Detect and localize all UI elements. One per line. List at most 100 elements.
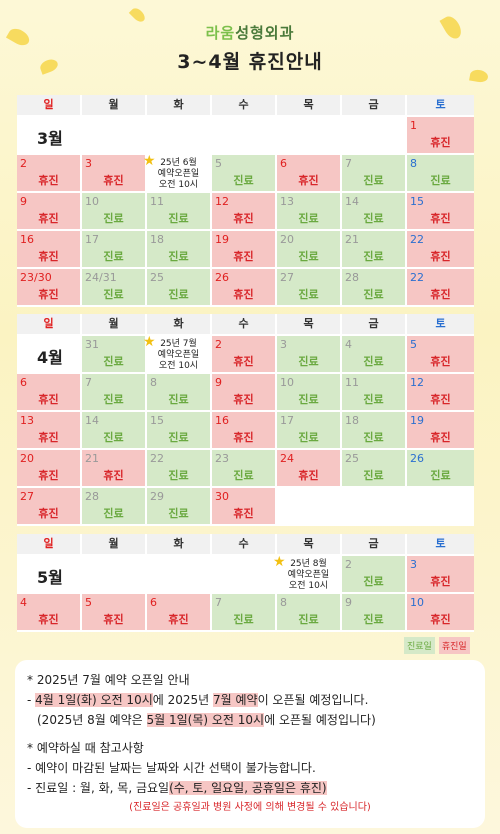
day-number: 11 xyxy=(345,376,359,389)
off-label: 휴진 xyxy=(233,507,254,520)
calendar-day: 29 진료 xyxy=(147,488,212,526)
work-label: 진료 xyxy=(363,212,384,225)
work-label: 진료 xyxy=(233,174,254,187)
day-number: 10 xyxy=(410,596,424,609)
work-label: 진료 xyxy=(298,613,319,626)
calendar-day: 19 휴진 xyxy=(407,412,474,450)
off-label: 휴진 xyxy=(38,431,59,444)
info-line: * 예약하실 때 참고사항 xyxy=(27,741,144,755)
info-line: * 2025년 7월 예약 오픈일 안내 xyxy=(27,673,190,687)
day-number: 31 xyxy=(85,338,99,351)
work-label: 진료 xyxy=(363,288,384,301)
empty-day xyxy=(277,488,342,526)
day-number: 14 xyxy=(345,195,359,208)
calendar-day: 14 진료 xyxy=(82,412,147,450)
work-label: 진료 xyxy=(363,613,384,626)
calendar-day: 2 진료 xyxy=(342,556,407,594)
calendar-day: 31 진료 xyxy=(82,336,147,374)
legend: 진료일 휴진일 xyxy=(404,637,470,654)
day-number: 20 xyxy=(280,233,294,246)
day-number: 28 xyxy=(345,271,359,284)
calendar-month: 일 월 화 수 목 금 토 3월 1 휴진 2 휴진 3 휴진 ★ 25년 6월 예약오픈일 오전 10시 5 진료 6… xyxy=(17,95,484,307)
weekday-header: 금 xyxy=(342,534,407,556)
day-number: 24/31 xyxy=(85,271,117,284)
off-label: 휴진 xyxy=(298,469,319,482)
day-number: 25 xyxy=(150,271,164,284)
calendar-day: 9 휴진 xyxy=(212,374,277,412)
calendar-day: 11 진료 xyxy=(147,193,212,231)
work-label: 진료 xyxy=(103,212,124,225)
day-number: 26 xyxy=(215,271,229,284)
calendar-month: 일 월 화 수 목 금 토 5월 ★ 25년 8월 예약오픈일 오전 10시 2 진료 3 휴진 4 휴진 5 휴진 6… xyxy=(17,534,484,632)
calendar-day: 3 휴진 xyxy=(82,155,147,193)
day-number: 22 xyxy=(410,233,424,246)
off-label: 휴진 xyxy=(430,250,451,263)
day-number: 19 xyxy=(215,233,229,246)
off-label: 휴진 xyxy=(38,250,59,263)
reservation-open-cell: ★ 25년 7월 예약오픈일 오전 10시 xyxy=(143,334,212,374)
off-label: 휴진 xyxy=(38,507,59,520)
weekday-header: 화 xyxy=(147,534,212,556)
day-number: 21 xyxy=(85,452,99,465)
work-label: 진료 xyxy=(168,507,189,520)
calendar-day: 14 진료 xyxy=(342,193,407,231)
off-label: 휴진 xyxy=(430,288,451,301)
day-number: 13 xyxy=(20,414,34,427)
calendar-day: 5 휴진 xyxy=(82,594,147,632)
calendar-day: 17 진료 xyxy=(82,231,147,269)
day-number: 7 xyxy=(85,376,92,389)
empty-day xyxy=(147,117,212,155)
calendar-day: 5 진료 xyxy=(212,155,277,193)
calendar-day: 6 휴진 xyxy=(147,594,212,632)
work-label: 진료 xyxy=(298,393,319,406)
work-label: 진료 xyxy=(363,174,384,187)
reservation-open-cell: ★ 25년 8월 예약오픈일 오전 10시 xyxy=(273,554,342,594)
work-label: 진료 xyxy=(298,355,319,368)
calendar-day: 18 진료 xyxy=(147,231,212,269)
month-label-cell: 3월 xyxy=(17,117,82,155)
star-icon: ★ xyxy=(143,334,156,350)
off-label: 휴진 xyxy=(233,431,254,444)
empty-day xyxy=(342,117,407,155)
day-number: 6 xyxy=(280,157,287,170)
calendar-day: 6 휴진 xyxy=(277,155,342,193)
day-number: 28 xyxy=(85,490,99,503)
calendar-day: 3 휴진 xyxy=(407,556,474,594)
off-label: 휴진 xyxy=(38,174,59,187)
month-label: 4월 xyxy=(37,348,63,367)
work-label: 진료 xyxy=(103,250,124,263)
day-number: 23 xyxy=(215,452,229,465)
off-label: 휴진 xyxy=(103,174,124,187)
weekday-header: 토 xyxy=(407,314,474,336)
day-number: 30 xyxy=(215,490,229,503)
empty-day xyxy=(82,117,147,155)
weekday-header: 월 xyxy=(82,534,147,556)
calendar-day: 1 휴진 xyxy=(407,117,474,155)
weekday-header: 토 xyxy=(407,534,474,556)
day-number: 4 xyxy=(345,338,352,351)
day-number: 13 xyxy=(280,195,294,208)
calendar-month: 일 월 화 수 목 금 토 4월 31 진료 ★ 25년 7월 예약오픈일 오전 10시 2 휴진 3 진료 4 진료… xyxy=(17,314,484,526)
day-number: 8 xyxy=(280,596,287,609)
calendar-day: 28 진료 xyxy=(82,488,147,526)
calendar-day: 15 진료 xyxy=(147,412,212,450)
reservation-open-cell: ★ 25년 6월 예약오픈일 오전 10시 xyxy=(143,153,212,193)
work-label: 진료 xyxy=(430,469,451,482)
work-label: 진료 xyxy=(168,431,189,444)
work-label: 진료 xyxy=(363,431,384,444)
day-number: 6 xyxy=(150,596,157,609)
work-label: 진료 xyxy=(168,288,189,301)
calendar-day: 26 진료 xyxy=(407,450,474,488)
weekday-header: 목 xyxy=(277,314,342,336)
day-number: 22 xyxy=(150,452,164,465)
off-label: 휴진 xyxy=(233,212,254,225)
weekday-header: 일 xyxy=(17,534,82,556)
info-footnote: (진료일은 공휴일과 병원 사정에 의해 변경될 수 있습니다) xyxy=(129,802,371,813)
day-number: 19 xyxy=(410,414,424,427)
day-number: 2 xyxy=(345,558,352,571)
calendar-day: 25 진료 xyxy=(342,450,407,488)
month-label: 5월 xyxy=(37,568,63,587)
off-label: 휴진 xyxy=(430,355,451,368)
calendar-day: 12 휴진 xyxy=(212,193,277,231)
star-icon: ★ xyxy=(143,153,156,169)
